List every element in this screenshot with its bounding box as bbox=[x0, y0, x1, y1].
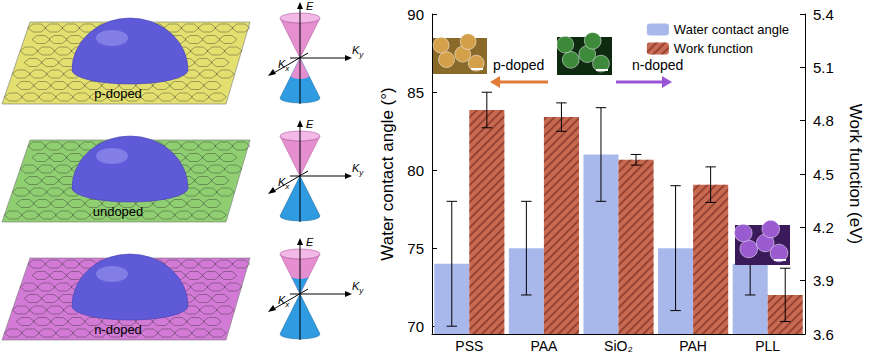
svg-text:75: 75 bbox=[407, 240, 424, 257]
svg-text:5.1: 5.1 bbox=[813, 59, 834, 76]
svg-text:E: E bbox=[306, 236, 314, 248]
svg-text:3.9: 3.9 bbox=[813, 272, 834, 289]
svg-text:85: 85 bbox=[407, 84, 424, 101]
svg-text:Work function (eV): Work function (eV) bbox=[846, 104, 865, 244]
svg-text:PLL: PLL bbox=[755, 338, 780, 354]
svg-text:70: 70 bbox=[407, 318, 424, 335]
svg-text:PAH: PAH bbox=[679, 338, 707, 354]
svg-text:Ky: Ky bbox=[352, 162, 364, 177]
svg-text:4.2: 4.2 bbox=[813, 219, 834, 236]
svg-text:E: E bbox=[306, 118, 314, 130]
svg-text:n-doped: n-doped bbox=[632, 57, 683, 73]
svg-text:3.6: 3.6 bbox=[813, 326, 834, 343]
svg-text:Water contact angle (°): Water contact angle (°) bbox=[378, 87, 397, 260]
svg-text:Ky: Ky bbox=[352, 44, 364, 59]
svg-text:E: E bbox=[306, 0, 314, 12]
svg-text:PSS: PSS bbox=[455, 338, 483, 354]
svg-text:90: 90 bbox=[407, 6, 424, 23]
svg-text:4.5: 4.5 bbox=[813, 166, 834, 183]
svg-text:undoped: undoped bbox=[93, 204, 144, 219]
svg-text:Work function: Work function bbox=[674, 41, 753, 56]
svg-text:SiO₂: SiO₂ bbox=[604, 338, 633, 354]
svg-text:p-doped: p-doped bbox=[94, 86, 142, 101]
svg-text:Kx: Kx bbox=[278, 176, 290, 191]
svg-text:Kx: Kx bbox=[278, 58, 290, 73]
svg-text:p-doped: p-doped bbox=[493, 57, 544, 73]
svg-text:4.8: 4.8 bbox=[813, 112, 834, 129]
svg-text:Water contact angle: Water contact angle bbox=[674, 22, 789, 37]
svg-text:Ky: Ky bbox=[352, 280, 364, 295]
svg-text:5.4: 5.4 bbox=[813, 6, 834, 23]
svg-text:n-doped: n-doped bbox=[94, 322, 142, 337]
svg-text:80: 80 bbox=[407, 162, 424, 179]
svg-text:Kx: Kx bbox=[278, 294, 290, 309]
svg-text:PAA: PAA bbox=[530, 338, 558, 354]
